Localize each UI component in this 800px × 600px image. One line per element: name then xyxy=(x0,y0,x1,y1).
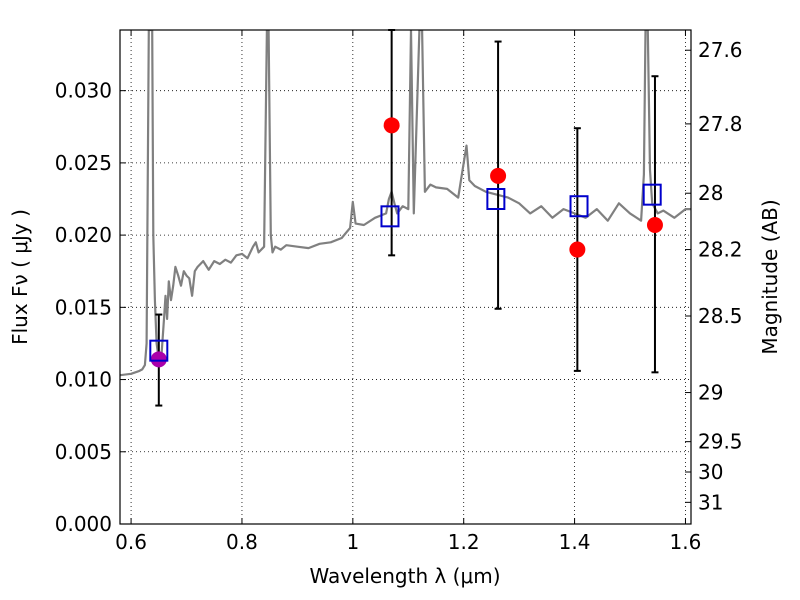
right-tick-label: 28.2 xyxy=(698,238,743,262)
plot-background xyxy=(120,30,691,524)
right-tick-label: 29 xyxy=(698,381,723,405)
plot-frame xyxy=(119,29,692,525)
error-bars xyxy=(149,29,663,407)
ticks: 0.6 0.8 1 1.2 1.4 1.6 0.000 0.005 0.010 0.015 0.02… xyxy=(55,30,743,554)
observed-point xyxy=(646,217,663,233)
x-tick-label: 1 xyxy=(346,530,359,554)
observed-point xyxy=(569,241,586,258)
y-axis-right-label: Magnitude (AB) xyxy=(758,199,782,354)
right-tick-label: 30 xyxy=(698,460,723,484)
right-tick-label: 29.5 xyxy=(698,430,743,454)
x-tick-label: 1.4 xyxy=(559,530,591,554)
observed-point xyxy=(150,351,167,368)
y-tick-label: 0.010 xyxy=(55,368,112,392)
x-tick-label: 0.8 xyxy=(226,530,258,554)
y-tick-label: 0.000 xyxy=(55,512,112,536)
right-tick-label: 27.8 xyxy=(698,112,743,136)
y-tick-label: 0.015 xyxy=(55,295,112,319)
observed-point xyxy=(383,117,400,134)
model-point xyxy=(380,205,400,228)
y-tick-label: 0.005 xyxy=(55,440,112,464)
data-layer xyxy=(120,30,691,377)
spectrum-line xyxy=(120,30,691,377)
observed-point xyxy=(490,167,507,184)
x-tick-label: 1.2 xyxy=(448,530,480,554)
model-point xyxy=(569,195,589,218)
x-tick-label: 0.6 xyxy=(115,530,147,554)
y-tick-label: 0.025 xyxy=(55,151,112,175)
right-tick-label: 28.5 xyxy=(698,304,743,328)
y-tick-label: 0.030 xyxy=(55,79,112,103)
model-point xyxy=(486,188,506,210)
right-tick-label: 31 xyxy=(698,490,723,514)
right-tick-label: 27.6 xyxy=(698,38,743,62)
model-point xyxy=(642,183,662,206)
y-tick-label: 0.020 xyxy=(55,223,112,247)
right-tick-label: 28 xyxy=(698,181,723,205)
x-tick-label: 1.6 xyxy=(670,530,702,554)
y-axis-label: Flux Fν ( μJy ) xyxy=(8,209,32,345)
x-axis-label: Wavelength λ (μm) xyxy=(309,564,500,588)
model-point xyxy=(149,339,169,362)
